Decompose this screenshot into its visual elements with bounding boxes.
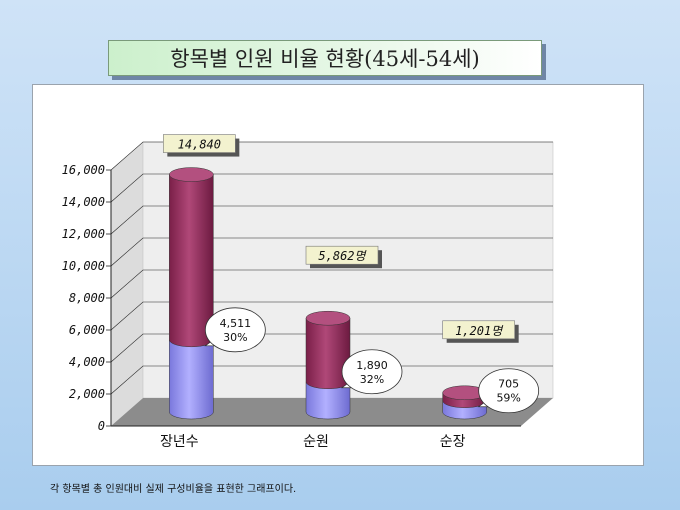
total-label: 5,862명 <box>305 245 382 269</box>
ratio-value: 4,511 <box>220 317 252 330</box>
y-tick-label: 8,000 <box>69 291 105 305</box>
y-tick-label: 2,000 <box>69 387 105 401</box>
gridline <box>110 173 553 203</box>
bar-cap <box>305 310 351 326</box>
ratio-value: 705 <box>498 378 519 391</box>
bar-segment-top <box>169 174 214 348</box>
gridline <box>110 269 553 299</box>
ratio-pct: 59% <box>496 392 520 405</box>
gridline <box>110 237 553 267</box>
bar-segment-bottom <box>305 381 351 420</box>
x-tick-label: 순장 <box>440 434 466 450</box>
ratio-value: 1,890 <box>356 359 388 372</box>
bar-cap <box>169 167 214 182</box>
gridline <box>110 333 553 363</box>
y-tick-label: 6,000 <box>69 323 105 337</box>
x-tick-label: 장년수 <box>160 434 199 450</box>
ratio-pct: 30% <box>223 331 247 344</box>
gridline <box>110 301 553 331</box>
ratio-pct: 32% <box>360 373 384 386</box>
total-label: 1,201명 <box>442 320 519 343</box>
y-tick-label: 4,000 <box>69 355 105 369</box>
svg-text:5,862명: 5,862명 <box>318 249 367 263</box>
svg-text:1,201명: 1,201명 <box>455 324 504 338</box>
y-tick-label: 12,000 <box>62 227 105 241</box>
page-title: 항목별 인원 비율 현황(45세-54세) <box>108 40 542 76</box>
gridline <box>110 141 553 171</box>
gridline <box>110 205 553 235</box>
x-tick-label: 순원 <box>303 434 329 450</box>
bar-chart: 0 2,000 4,000 6,000 8,000 10,000 12,000 14,000 1… <box>62 134 554 450</box>
chart-caption: 각 항목별 총 인원대비 실제 구성비율을 표현한 그래프이다. <box>50 484 297 495</box>
gridline <box>110 365 553 395</box>
y-tick-label: 10,000 <box>62 259 105 273</box>
y-tick-label: 0 <box>98 419 105 433</box>
y-tick-label: 14,000 <box>62 195 105 209</box>
svg-text:14,840: 14,840 <box>178 138 221 152</box>
total-label: 14,840 <box>163 134 240 157</box>
bar-segment-bottom <box>169 339 214 420</box>
chart-panel: 0 2,000 4,000 6,000 8,000 10,000 12,000 14,000 1… <box>32 84 644 466</box>
y-tick-label: 16,000 <box>62 163 105 177</box>
